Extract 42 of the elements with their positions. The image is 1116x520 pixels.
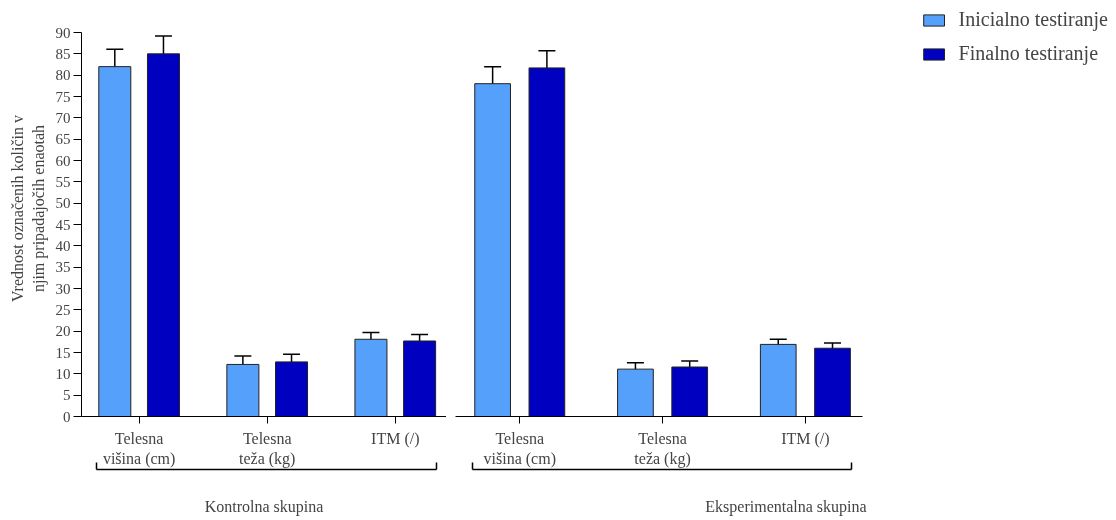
- y-tick-label: 80: [55, 67, 71, 84]
- x-tick-label: Telesna višina (cm): [102, 429, 176, 468]
- x-tick-label: Telesna teža (kg): [239, 429, 296, 468]
- bar: [354, 338, 388, 417]
- y-tick-label: 70: [55, 109, 71, 126]
- y-tick-label: 85: [55, 45, 71, 62]
- y-tick-label: 55: [55, 173, 71, 190]
- legend-label: Finalno testiranje: [958, 42, 1099, 65]
- x-tick-label: Telesna teža (kg): [634, 429, 691, 468]
- y-tick-label: 10: [55, 365, 71, 382]
- bar: [671, 366, 709, 417]
- bar: [98, 66, 132, 417]
- legend-label: Inicialno testiranje: [958, 8, 1108, 31]
- x-tick-label: ITM (/): [371, 429, 420, 448]
- bar: [814, 347, 851, 417]
- x-tick-label: Telesna višina (cm): [483, 429, 556, 468]
- bar: [226, 363, 260, 417]
- y-tick-label: 0: [63, 408, 71, 425]
- bar: [474, 83, 511, 417]
- bar: [617, 368, 654, 417]
- y-tick-label: 20: [55, 323, 71, 340]
- bar: [146, 53, 180, 417]
- x-tick-label: ITM (/): [781, 429, 830, 448]
- y-tick-label: 75: [55, 88, 71, 105]
- y-tick-label: 25: [55, 301, 71, 318]
- y-tick-label: 35: [55, 259, 71, 276]
- x-axis-title: Eksperimentalna skupina: [705, 497, 867, 516]
- y-tick-label: 90: [55, 24, 71, 41]
- y-tick-label: 40: [55, 237, 71, 254]
- bar: [759, 343, 797, 417]
- y-tick-label: 30: [55, 280, 71, 297]
- bar: [528, 67, 566, 417]
- x-axis-title: Kontrolna skupina: [204, 497, 324, 516]
- y-tick-label: 5: [63, 387, 71, 404]
- y-tick-label: 15: [55, 344, 71, 361]
- bar: [275, 361, 309, 417]
- y-axis-title: Vrednost označenih količin v njim pripadajočih enaotah: [9, 115, 48, 302]
- y-tick-label: 50: [55, 195, 71, 212]
- y-tick-label: 45: [55, 216, 71, 233]
- y-tick-label: 65: [55, 131, 71, 148]
- bar: [403, 340, 437, 417]
- y-tick-label: 60: [55, 152, 71, 169]
